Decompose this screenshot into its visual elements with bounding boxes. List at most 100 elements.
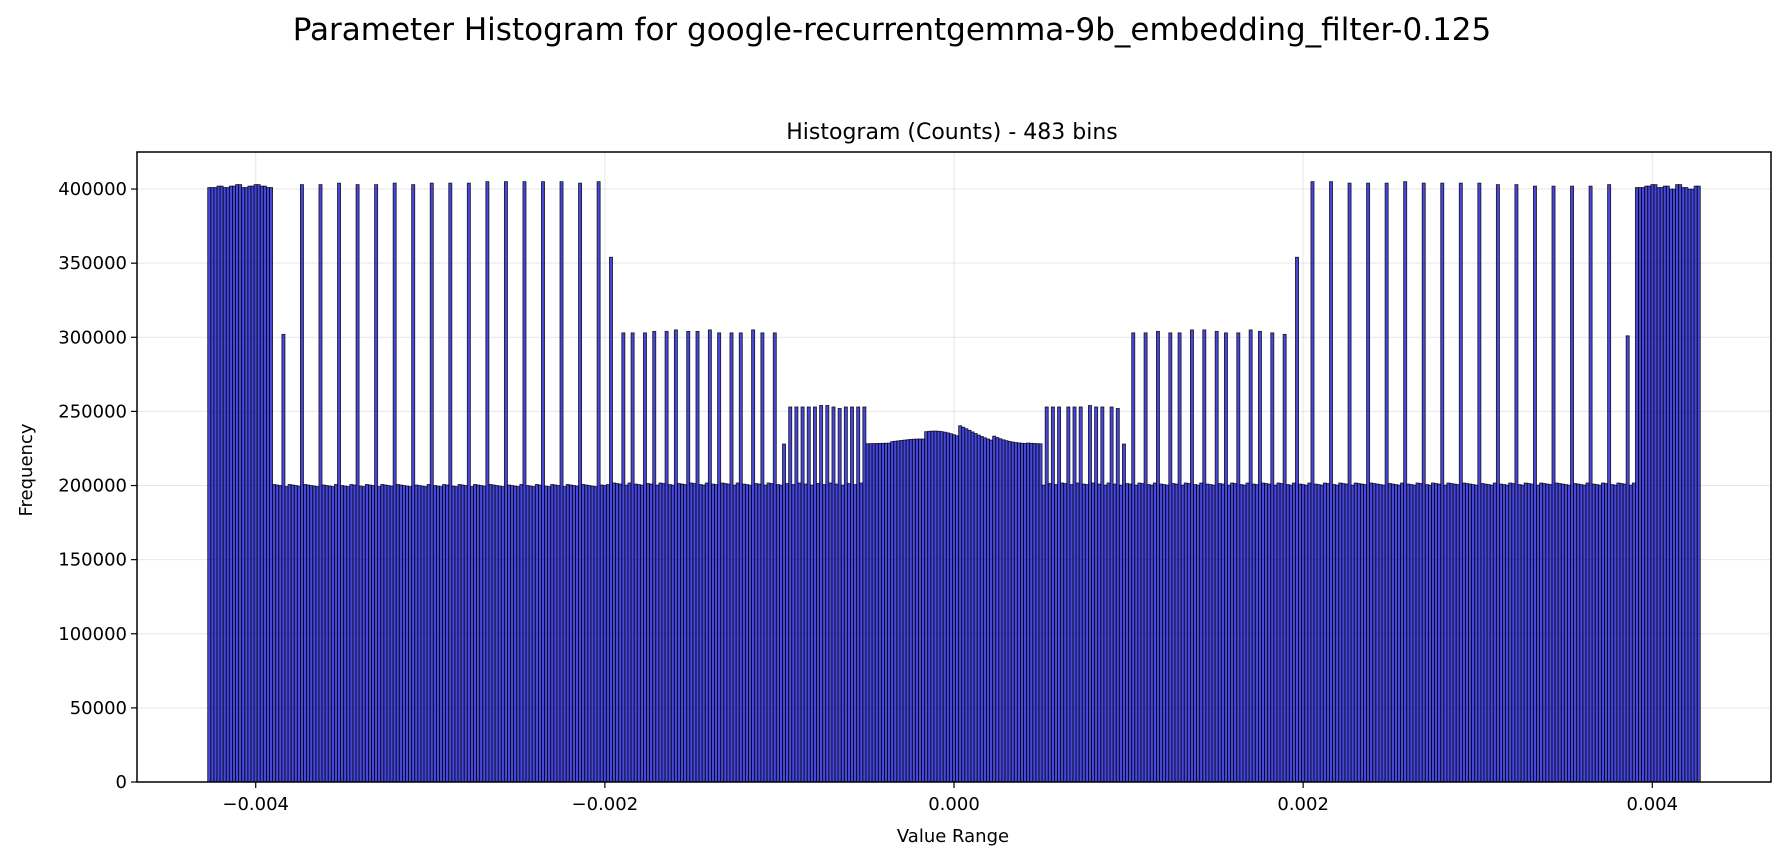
histogram-bar <box>955 435 960 783</box>
histogram-bar <box>562 486 567 783</box>
histogram-bar <box>426 484 431 783</box>
histogram-bar <box>1152 482 1157 783</box>
histogram-bar <box>238 184 243 783</box>
histogram-bar <box>1329 181 1333 783</box>
histogram-bar <box>1533 185 1537 783</box>
histogram-bar <box>1128 483 1133 783</box>
histogram-bar <box>695 330 700 783</box>
histogram-bar <box>973 433 978 783</box>
histogram-bar <box>1239 484 1244 783</box>
histogram-bar <box>967 429 972 783</box>
histogram-bar <box>581 484 586 783</box>
histogram-bar <box>343 485 348 783</box>
histogram-bar <box>327 485 332 783</box>
histogram-bar <box>1171 483 1176 783</box>
histogram-bar <box>785 483 790 783</box>
histogram-bar <box>1638 187 1642 783</box>
histogram-bar <box>312 485 317 783</box>
histogram-bar <box>284 486 289 783</box>
histogram-bar <box>1412 484 1417 783</box>
histogram-bar <box>1109 406 1114 783</box>
axes-title: Histogram (Counts) - 483 bins <box>786 120 1117 145</box>
histogram-bar <box>1384 182 1389 783</box>
histogram-bar <box>330 486 335 783</box>
histogram-bar <box>1156 330 1160 783</box>
histogram-bar <box>392 182 397 783</box>
histogram-bar <box>1054 484 1058 783</box>
histogram-bar <box>225 187 230 783</box>
histogram-bar <box>374 184 379 783</box>
histogram-bar <box>933 430 938 783</box>
histogram-bar <box>1520 484 1525 783</box>
histogram-bar <box>1112 483 1117 783</box>
histogram-bar <box>1548 484 1553 783</box>
histogram-bar <box>1406 483 1411 783</box>
histogram-bar <box>701 484 706 783</box>
histogram-bar <box>948 433 953 783</box>
histogram-bar <box>615 483 620 783</box>
histogram-bar <box>652 330 657 783</box>
histogram-bar <box>1118 484 1123 783</box>
histogram-bar <box>1483 483 1488 783</box>
histogram-bar <box>1409 484 1414 783</box>
histogram-bar <box>1446 482 1451 783</box>
histogram-bar <box>1279 483 1284 783</box>
histogram-bar <box>618 483 623 783</box>
histogram-bar <box>1619 483 1624 783</box>
histogram-bar <box>568 484 573 783</box>
histogram-bar <box>1489 484 1494 783</box>
histogram-bar <box>646 483 651 783</box>
histogram-bar <box>711 483 715 783</box>
histogram-bar <box>290 484 295 783</box>
histogram-bar <box>1298 483 1303 783</box>
histogram-bar <box>1066 406 1071 783</box>
histogram-bar <box>1344 483 1349 783</box>
histogram-bar <box>961 426 966 783</box>
histogram-bar <box>1505 484 1510 783</box>
histogram-bar <box>748 484 752 783</box>
histogram-bar <box>1690 188 1695 783</box>
histogram-bar <box>979 436 984 783</box>
histogram-bar <box>383 484 388 783</box>
histogram-bar <box>442 484 447 783</box>
histogram-bar <box>1372 483 1377 783</box>
histogram-bar <box>1551 185 1556 783</box>
histogram-bar <box>775 484 780 783</box>
histogram-bar <box>1601 482 1605 783</box>
histogram-bar <box>278 485 283 783</box>
histogram-bar <box>1678 184 1683 783</box>
histogram-bar <box>1230 482 1235 783</box>
histogram-bar <box>219 185 224 783</box>
histogram-bar <box>232 185 236 783</box>
histogram-bar <box>1026 442 1031 783</box>
histogram-bar <box>300 184 304 783</box>
histogram-bar <box>1363 484 1367 783</box>
histogram-bar <box>1622 483 1627 783</box>
histogram-bar <box>578 182 583 783</box>
histogram-bar <box>244 187 249 783</box>
histogram-bar <box>1335 484 1340 783</box>
histogram-bar <box>1282 333 1287 783</box>
histogram-bar <box>250 185 255 783</box>
histogram-bar <box>1653 184 1658 783</box>
histogram-bar <box>797 482 802 783</box>
histogram-bar <box>658 482 663 783</box>
histogram-bar <box>896 440 901 783</box>
histogram-bar <box>1332 484 1337 783</box>
histogram-bar <box>1499 483 1503 783</box>
histogram-bar <box>899 440 904 783</box>
histogram-bar <box>531 486 536 783</box>
histogram-bar <box>726 483 731 783</box>
histogram-bar <box>1273 484 1278 783</box>
histogram-bar <box>843 406 848 783</box>
histogram-bar <box>1369 482 1374 783</box>
histogram-bar <box>1607 184 1612 783</box>
histogram-bar <box>788 406 793 783</box>
histogram-bar <box>1452 483 1457 783</box>
histogram-bar <box>998 438 1003 783</box>
histogram-bar <box>816 483 820 783</box>
histogram-bar <box>986 438 990 783</box>
histogram-bar <box>587 485 592 783</box>
y-tick-label: 150000 <box>58 550 127 571</box>
